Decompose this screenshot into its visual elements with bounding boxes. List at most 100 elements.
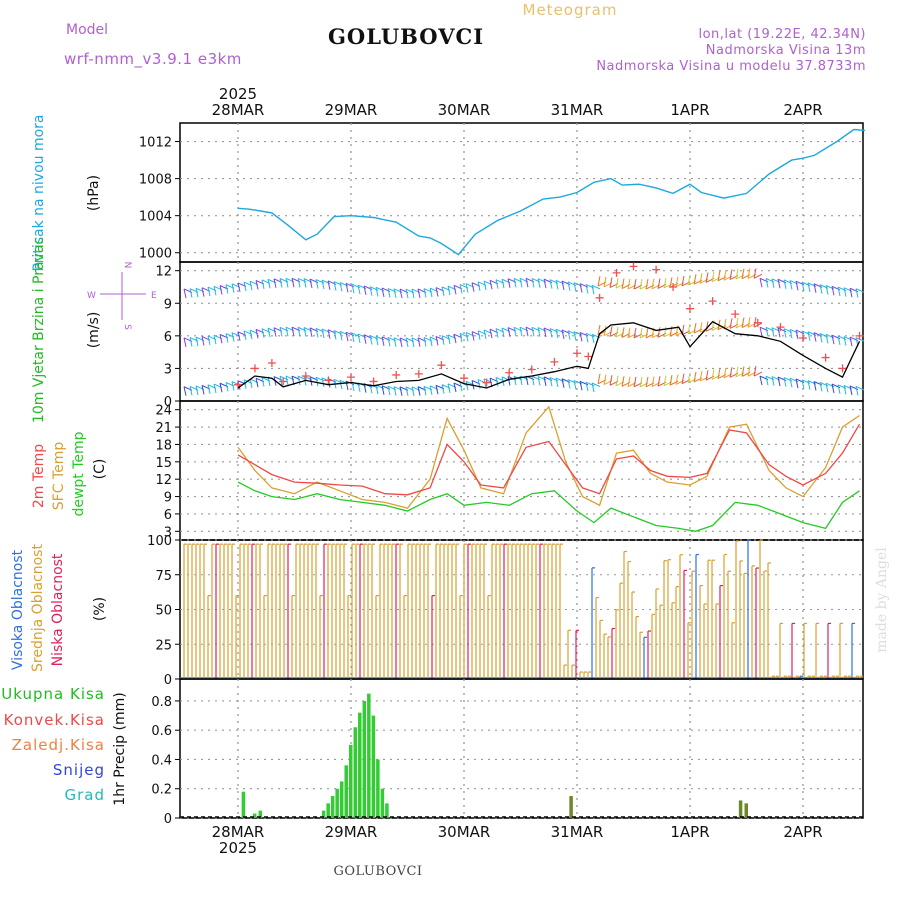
top-day-label: 31MAR	[551, 101, 604, 119]
gust-marker	[347, 373, 355, 382]
y-tick-label: 25	[155, 638, 172, 653]
precip-bar	[358, 712, 362, 818]
model-name: wrf-nmm_v3.9.1 e3km	[64, 50, 242, 69]
bottom-day-label: 2APR	[783, 823, 822, 841]
gust-marker	[799, 334, 807, 343]
mid-cloud-label: Srednja Oblacnost	[30, 544, 46, 672]
precip-ylabel: 1hr Precip (mm)	[112, 692, 128, 805]
high-cloud-label: Visoka Oblacnost	[10, 549, 26, 670]
precip-bar	[330, 796, 335, 818]
wind-barb	[753, 365, 763, 377]
pressure-ticks: 1000 1004 1008 1012	[139, 136, 180, 262]
y-tick-label: 0.8	[151, 695, 172, 710]
temperature-ticks: 3 6 9 12 15 18 21 24	[155, 404, 180, 540]
precip-bar	[344, 765, 348, 818]
low-cloud-label: Niska Oblacnost	[50, 553, 66, 666]
gust-marker	[821, 353, 830, 362]
precip-bar	[380, 788, 385, 818]
gust-marker	[669, 282, 678, 291]
precip-bar	[349, 744, 353, 818]
precip-bar	[738, 800, 743, 818]
model-elevation-label: Nadmorska Visina u modelu 37.8733m	[596, 59, 866, 74]
top-day-label: 28MAR	[212, 101, 265, 119]
bottom-day-label: 29MAR	[325, 823, 378, 841]
top-day-label: 29MAR	[325, 101, 378, 119]
top-day-label: 30MAR	[438, 101, 491, 119]
sfc-label: SFC Temp	[51, 442, 67, 511]
footer-station: GOLUBOVCI	[333, 864, 422, 879]
gust-marker	[652, 265, 661, 274]
gust-marker	[392, 370, 401, 379]
y-tick-label: 0.2	[151, 783, 172, 798]
legend-snow: Snijeg	[53, 761, 105, 779]
bottom-day-labels: 28MAR 29MAR 30MAR 31MAR 1APR 2APR	[212, 823, 823, 841]
bottom-day-label: 28MAR	[212, 823, 265, 841]
y-tick-label: 9	[164, 491, 172, 506]
gust-marker	[731, 310, 740, 319]
y-tick-label: 3	[164, 362, 172, 377]
wind-title-text: 10m Vjetar Brzina i Pravac	[31, 237, 47, 423]
precip-grid	[180, 679, 863, 819]
gust-marker	[629, 262, 638, 271]
gust-marker	[708, 297, 717, 306]
wind-barb	[591, 382, 601, 393]
compass-rose: N S W E	[87, 262, 157, 331]
y-tick-label: 0	[164, 395, 172, 410]
precip-bar	[385, 803, 389, 818]
cloud-ylabel: (%)	[92, 597, 108, 621]
pressure-ylabel: (hPa)	[86, 175, 102, 211]
pressure-line	[237, 128, 866, 256]
top-day-label: 2APR	[783, 101, 822, 119]
temperature-panel: 3 6 9 12 15 18 21 24 2m Temp SFC Temp dewpt Tem…	[31, 400, 864, 541]
precip-bars	[241, 693, 748, 818]
top-day-labels: 28MAR 29MAR 30MAR 31MAR 1APR 2APR	[212, 101, 823, 119]
compass-e: E	[151, 291, 157, 301]
wind-gust-markers	[234, 262, 864, 389]
gust-marker	[527, 365, 536, 374]
precip-bar	[371, 715, 376, 818]
temperature-frame	[179, 400, 864, 541]
y-tick-label: 3	[164, 525, 172, 540]
t2m-label: 2m Temp	[31, 444, 47, 508]
cloud-panel: 0 25 50 75 100 Visoka Oblacnost Srednja Obla…	[10, 534, 890, 688]
precip-bar	[744, 803, 748, 818]
precip-bar	[376, 759, 380, 818]
gust-marker	[505, 368, 514, 377]
bottom-day-label: 31MAR	[551, 823, 604, 841]
precip-bar	[353, 727, 358, 818]
precip-bar	[241, 791, 246, 818]
wind-barb	[855, 288, 865, 298]
y-tick-label: 50	[155, 604, 172, 619]
gust-marker	[595, 293, 604, 302]
y-tick-label: 18	[155, 438, 172, 453]
legend-total-rain: Ukupna Kisa	[1, 685, 105, 703]
y-tick-label: 9	[164, 297, 172, 312]
gust-marker	[250, 364, 259, 373]
precip-frame	[179, 678, 864, 819]
wind-title: 10m Vjetar Brzina i Pravac	[31, 237, 47, 423]
gust-marker	[550, 357, 559, 366]
station-title: GOLUBOVCI	[328, 24, 484, 49]
pressure-frame	[179, 122, 864, 263]
pressure-title: Pritisak na nivou mora	[31, 114, 47, 271]
y-tick-label: 12	[155, 473, 172, 488]
temperature-ylabel: (C)	[92, 459, 108, 480]
watermark: made by Angel	[874, 547, 890, 653]
gust-marker	[414, 369, 423, 378]
wind-barb	[855, 385, 865, 396]
y-tick-label: 6	[164, 508, 172, 523]
y-tick-label: 21	[155, 421, 172, 436]
y-tick-label: 24	[155, 404, 172, 419]
wind-ticks: 0 3 6 9 12	[155, 265, 180, 410]
precip-bar	[339, 781, 344, 818]
precip-legend: Ukupna Kisa Konvek.Kisa Zaledj.Kisa Snij…	[1, 685, 105, 804]
gust-marker	[460, 374, 468, 383]
precip-bar	[335, 788, 339, 818]
precip-bar	[258, 810, 263, 818]
lonlat-label: lon,lat (19.22E, 42.34N)	[698, 27, 866, 42]
cloud-ticks: 0 25 50 75 100	[147, 534, 180, 688]
cloud-bars	[180, 539, 863, 679]
